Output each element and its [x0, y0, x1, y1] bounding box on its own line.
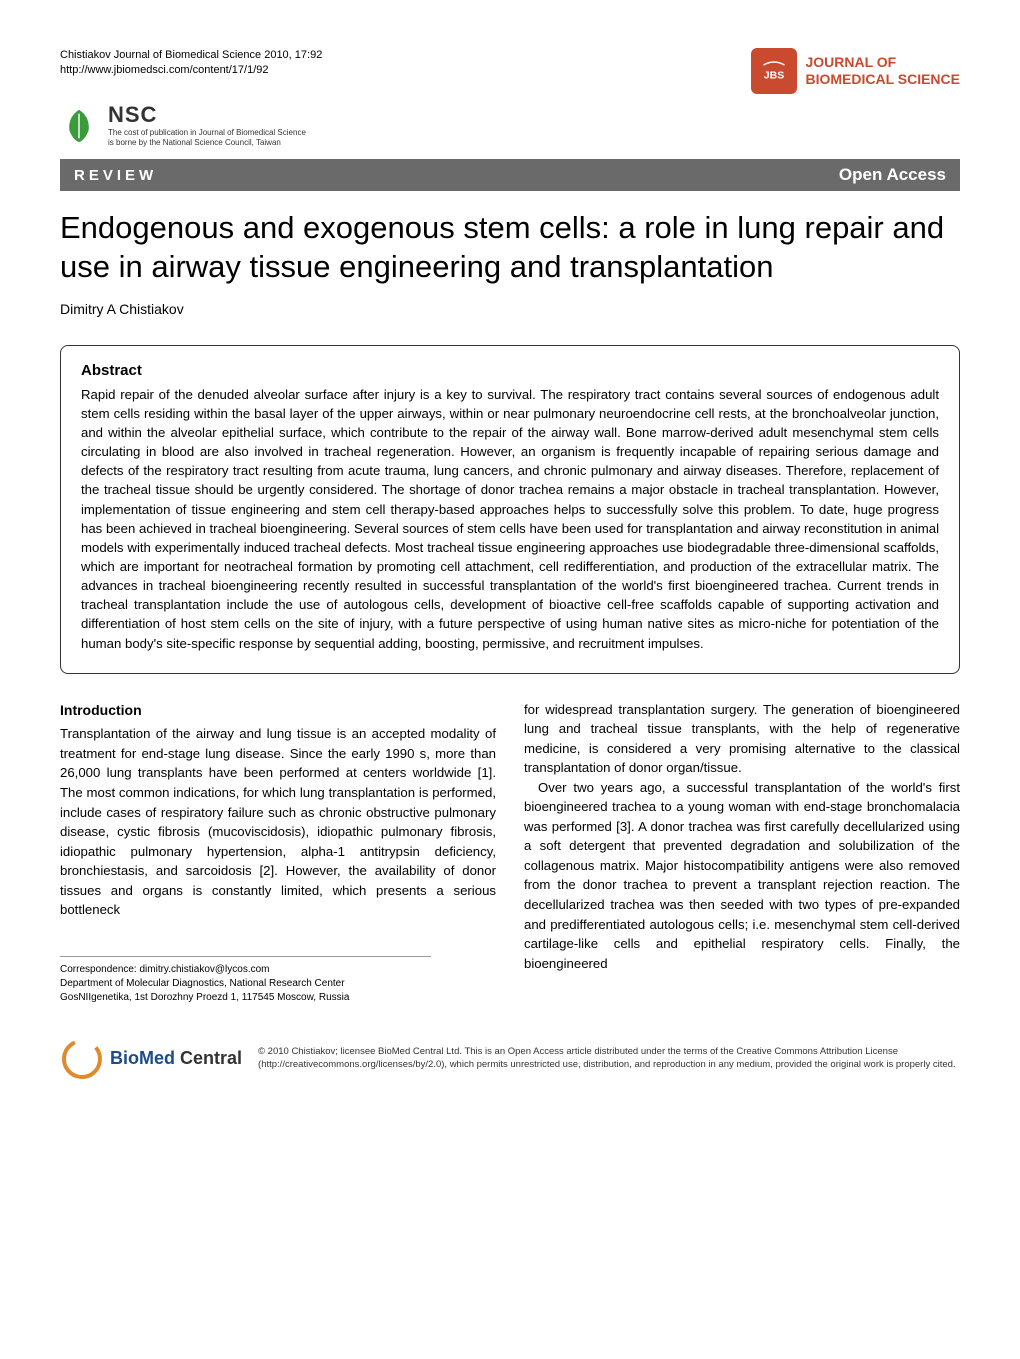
logo-row: NSC The cost of publication in Journal o…	[60, 102, 960, 147]
intro-para-right2: Over two years ago, a successful transpl…	[524, 778, 960, 973]
correspondence-address: GosNIIgenetika, 1st Dorozhny Proezd 1, 1…	[60, 991, 431, 1005]
citation-url: http://www.jbiomedsci.com/content/17/1/9…	[60, 63, 322, 78]
abstract-text: Rapid repair of the denuded alveolar sur…	[81, 385, 939, 653]
journal-name-line1: JOURNAL OF	[805, 54, 960, 71]
introduction-heading: Introduction	[60, 700, 496, 721]
abstract-box: Abstract Rapid repair of the denuded alv…	[60, 345, 960, 674]
bmc-text: BioMed Central	[110, 1048, 242, 1069]
nsc-logo-block: NSC The cost of publication in Journal o…	[60, 102, 306, 147]
body-column-right: for widespread transplantation surgery. …	[524, 700, 960, 1005]
svg-text:JBS: JBS	[764, 70, 784, 82]
correspondence-email: Correspondence: dimitry.chistiakov@lycos…	[60, 963, 431, 977]
body-column-left: Introduction Transplantation of the airw…	[60, 700, 496, 1005]
nsc-tagline: The cost of publication in Journal of Bi…	[108, 128, 306, 147]
abstract-heading: Abstract	[81, 362, 939, 379]
correspondence-block: Correspondence: dimitry.chistiakov@lycos…	[60, 956, 431, 1005]
correspondence-dept: Department of Molecular Diagnostics, Nat…	[60, 977, 431, 991]
nsc-name: NSC	[108, 102, 306, 128]
nsc-tagline-line1: The cost of publication in Journal of Bi…	[108, 128, 306, 138]
body-columns: Introduction Transplantation of the airw…	[60, 700, 960, 1005]
intro-para-right1: for widespread transplantation surgery. …	[524, 700, 960, 778]
header-top: Chistiakov Journal of Biomedical Science…	[60, 48, 960, 94]
nsc-leaf-icon	[60, 106, 98, 144]
footer-row: BioMed Central © 2010 Chistiakov; licens…	[60, 1027, 960, 1081]
review-bar: REVIEW Open Access	[60, 159, 960, 191]
citation-line1: Chistiakov Journal of Biomedical Science…	[60, 48, 322, 63]
biomed-central-logo: BioMed Central	[60, 1037, 242, 1081]
bmc-text-central: Central	[175, 1048, 242, 1068]
review-label: REVIEW	[74, 167, 157, 184]
journal-name-line2: BIOMEDICAL SCIENCE	[805, 71, 960, 88]
license-text: © 2010 Chistiakov; licensee BioMed Centr…	[258, 1046, 960, 1072]
article-authors: Dimitry A Chistiakov	[60, 301, 960, 317]
bmc-text-biomed: BioMed	[110, 1048, 175, 1068]
article-title: Endogenous and exogenous stem cells: a r…	[60, 209, 960, 287]
nsc-tagline-line2: is borne by the National Science Council…	[108, 138, 306, 148]
jbs-badge-icon: JBS	[751, 48, 797, 94]
intro-para-left: Transplantation of the airway and lung t…	[60, 724, 496, 919]
journal-title-text: JOURNAL OF BIOMEDICAL SCIENCE	[805, 54, 960, 88]
open-access-label: Open Access	[839, 165, 946, 185]
bmc-circle-icon	[60, 1037, 104, 1081]
journal-logo: JBS JOURNAL OF BIOMEDICAL SCIENCE	[751, 48, 960, 94]
citation-block: Chistiakov Journal of Biomedical Science…	[60, 48, 322, 79]
